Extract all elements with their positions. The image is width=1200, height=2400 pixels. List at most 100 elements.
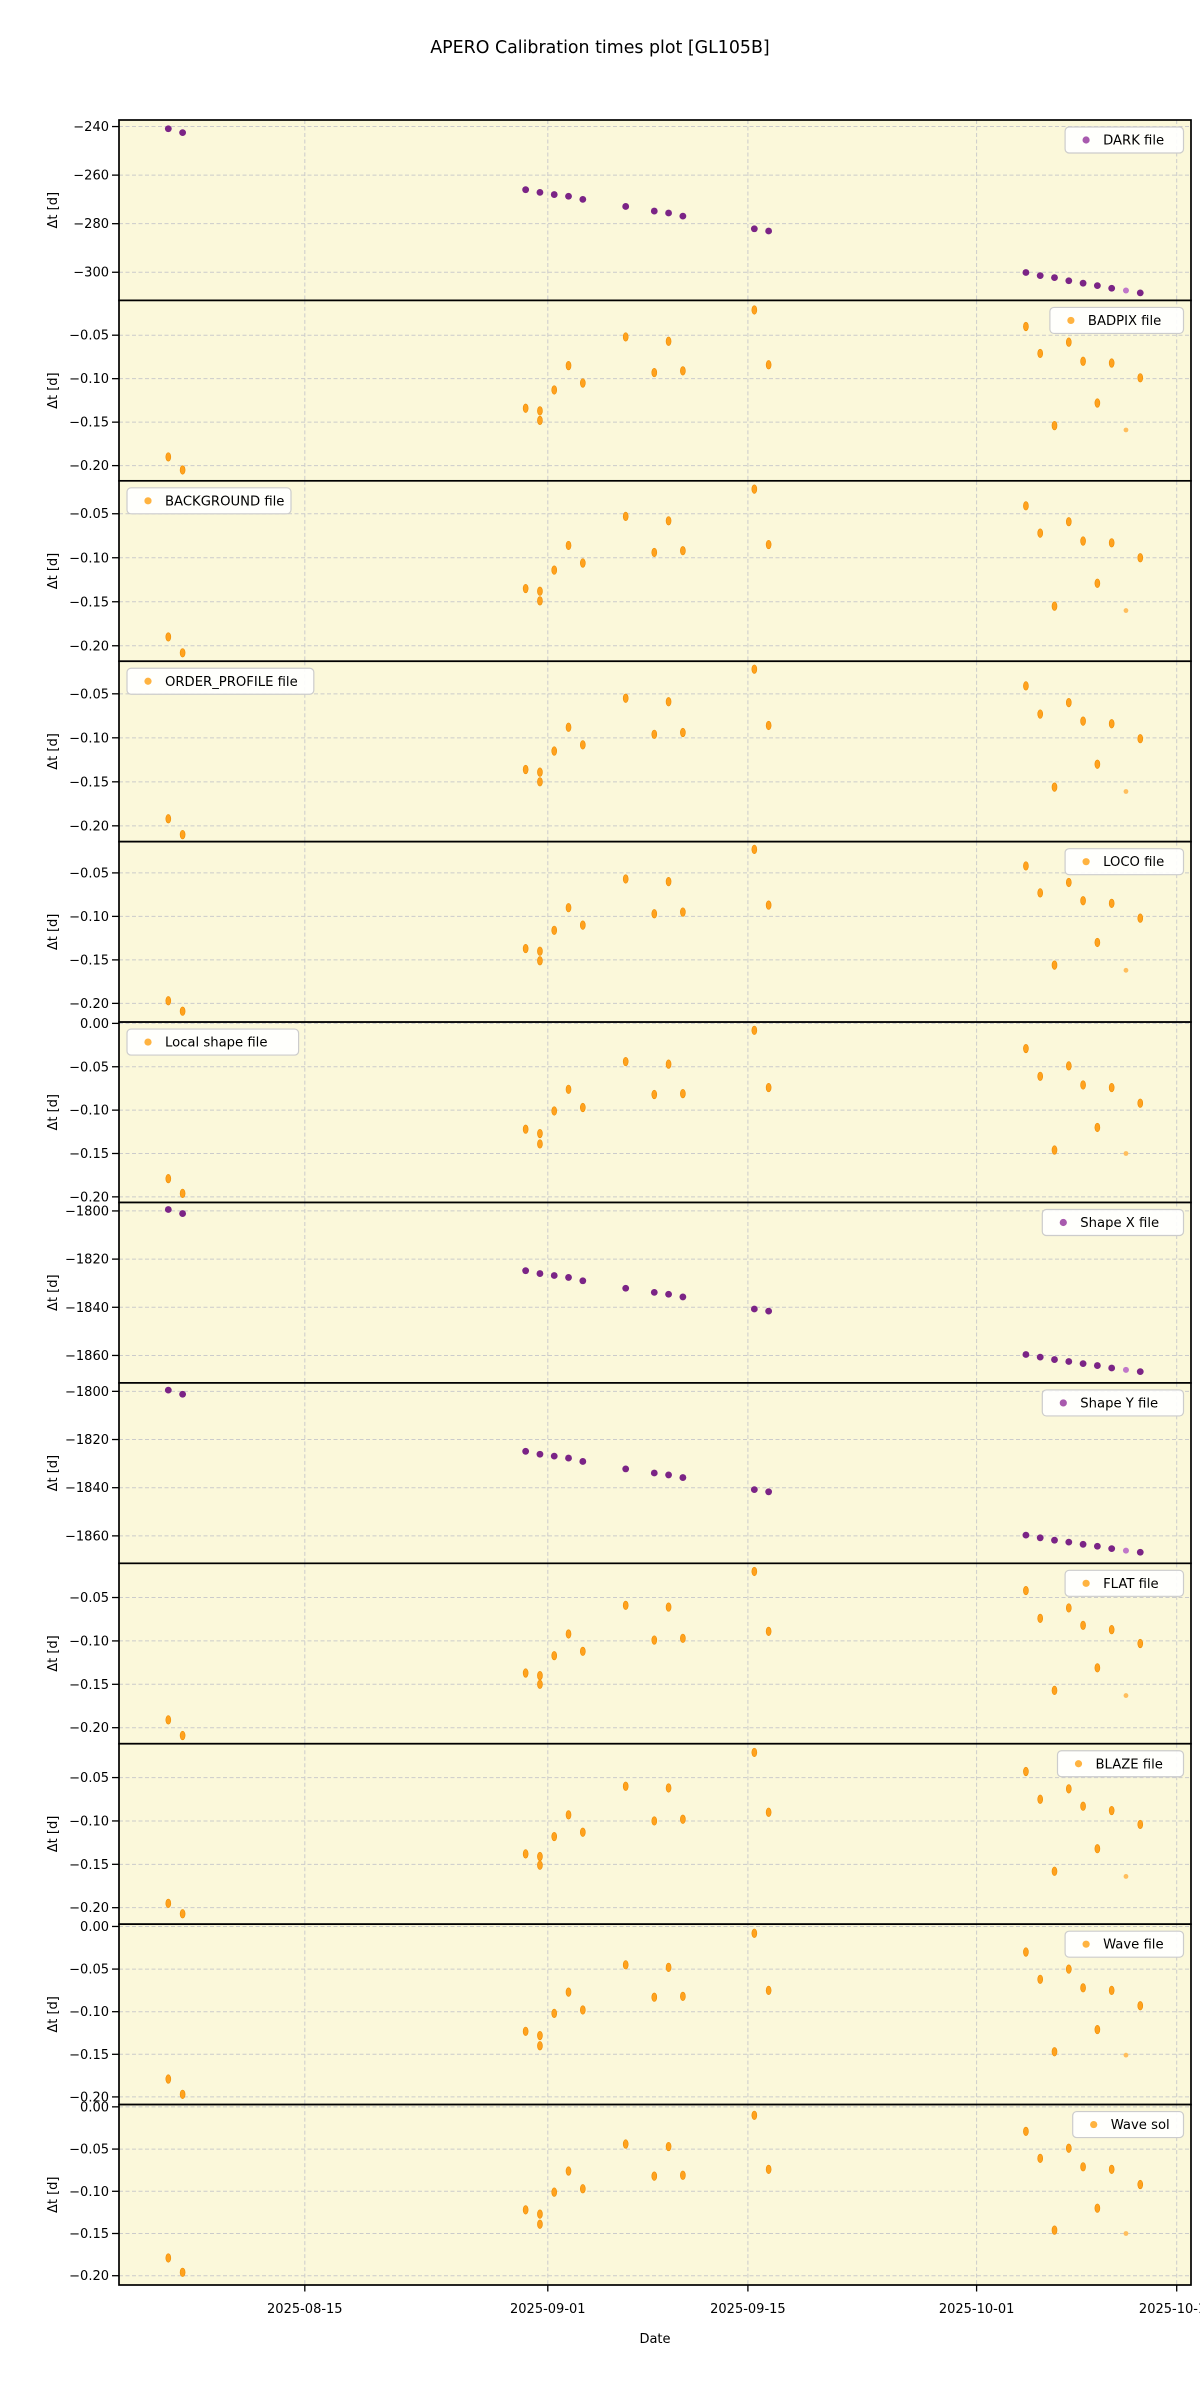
data-point	[1108, 1985, 1115, 1995]
y-tick-label: −0.15	[69, 953, 109, 968]
data-point	[1051, 601, 1058, 611]
data-point	[565, 1629, 572, 1639]
panel-badpix-file: −0.05 −0.10 −0.15 −0.20 BADPIX file Δt [d]	[46, 299, 1192, 482]
y-axis-label: Δt [d]	[46, 1274, 61, 1311]
x-tick-label: 2025-08-15	[267, 2302, 343, 2317]
data-point	[1036, 272, 1044, 280]
data-point	[165, 1898, 172, 1908]
legend-local-shape-file: Local shape file	[126, 1028, 300, 1056]
data-point	[537, 1139, 543, 1149]
panel-local-shape-file: 0.00 −0.05 −0.10 −0.15 −0.20 Local shape file…	[46, 1017, 1192, 1205]
data-point	[680, 727, 686, 738]
data-point	[1080, 1983, 1086, 1993]
legend-label: BACKGROUND file	[165, 494, 284, 509]
y-tick-label: 0.00	[80, 1920, 109, 1935]
data-point	[750, 1305, 758, 1313]
data-point	[1051, 2047, 1058, 2057]
y-tick-label: −0.05	[69, 2143, 109, 2158]
data-point	[765, 1307, 773, 1315]
data-point	[1037, 1071, 1044, 1081]
data-point	[1123, 1874, 1129, 1879]
data-point	[651, 1816, 658, 1826]
data-point	[679, 212, 687, 220]
gridlines: 0.00 −0.05 −0.10 −0.15 −0.20	[69, 1017, 1191, 1205]
data-point	[650, 207, 658, 215]
y-tick-label: −1860	[65, 1529, 109, 1544]
data-point	[680, 1089, 686, 1099]
legend-marker-icon	[1067, 316, 1075, 325]
panel-blaze-file: −0.05 −0.10 −0.15 −0.20 BLAZE file Δt [d]	[46, 1742, 1192, 1926]
y-tick-label: −0.05	[69, 1963, 109, 1978]
data-point	[1108, 1805, 1115, 1816]
data-point	[522, 186, 530, 194]
y-tick-label: −0.15	[69, 416, 109, 431]
data-point	[1065, 1061, 1072, 1071]
data-point	[1023, 321, 1029, 332]
y-axis-label: Δt [d]	[46, 733, 61, 770]
data-point	[1108, 1545, 1116, 1553]
y-tick-label: −0.10	[69, 2005, 109, 2020]
panel-shape-y-file: −1800 −1820 −1840 −1860 Shape Y file Δt [d]	[46, 1382, 1192, 1565]
y-tick-label: −0.05	[69, 687, 109, 702]
data-point	[579, 1458, 587, 1465]
legend-label: ORDER_PROFILE file	[165, 675, 298, 690]
y-tick-label: −240	[73, 120, 109, 135]
legend-label: Shape Y file	[1080, 1396, 1158, 1411]
data-point	[1051, 2225, 1058, 2235]
data-point	[1137, 913, 1144, 923]
y-tick-label: −0.10	[69, 1814, 109, 1829]
x-tick-label: 2025-10-15	[1139, 2302, 1200, 2317]
data-point	[536, 1450, 544, 1458]
panel-loco-file: −0.05 −0.10 −0.15 −0.20 LOCO file Δt [d]	[46, 840, 1192, 1023]
data-point	[651, 1635, 658, 1645]
y-axis-label: Δt [d]	[46, 914, 61, 951]
legend-marker-icon	[1082, 1579, 1090, 1587]
data-point	[650, 1288, 658, 1296]
y-tick-label: −0.15	[69, 1678, 109, 1693]
data-point	[1065, 1358, 1073, 1365]
x-tick-label: 2025-09-01	[510, 2302, 586, 2317]
data-point	[164, 1206, 172, 1213]
data-point	[1051, 1356, 1058, 1363]
legend-marker-icon	[144, 677, 152, 685]
y-tick-label: −0.15	[69, 2227, 109, 2242]
data-point	[522, 403, 529, 413]
y-tick-label: −0.10	[69, 372, 109, 387]
data-point	[765, 1807, 772, 1817]
y-tick-label: −0.15	[69, 595, 109, 610]
gridlines: −1800 −1820 −1840 −1860	[65, 1202, 1191, 1383]
data-point	[1051, 274, 1058, 281]
data-point	[522, 1668, 529, 1678]
y-tick-label: −300	[73, 266, 109, 281]
data-point	[665, 1783, 672, 1793]
legend-box	[1041, 1389, 1185, 1417]
y-tick-label: −0.10	[69, 2185, 109, 2200]
data-point	[622, 203, 630, 210]
data-point	[765, 720, 772, 731]
data-point	[565, 192, 572, 200]
data-point	[580, 558, 586, 568]
data-point	[164, 1386, 172, 1394]
data-point	[1108, 898, 1115, 908]
data-point	[579, 196, 587, 203]
data-point	[522, 583, 529, 594]
data-point	[1065, 698, 1072, 708]
data-point	[580, 1646, 586, 1656]
legend-shape-y-file: Shape Y file	[1041, 1389, 1185, 1417]
y-tick-label: −280	[73, 217, 109, 232]
data-point	[1136, 1368, 1144, 1375]
y-tick-label: −260	[73, 169, 109, 184]
panel-background	[119, 1743, 1191, 1925]
data-point	[765, 1626, 772, 1636]
data-point	[165, 2074, 172, 2084]
data-point	[1123, 2231, 1129, 2236]
data-point	[1037, 888, 1044, 898]
data-point	[1080, 1620, 1086, 1630]
data-point	[665, 1962, 672, 1972]
data-point	[164, 125, 172, 133]
data-point	[665, 336, 672, 346]
x-axis-label: Date	[639, 2332, 670, 2347]
data-point	[537, 777, 543, 787]
legend-wave-file: Wave file	[1064, 1930, 1185, 1958]
y-tick-label: −0.05	[69, 1771, 109, 1786]
